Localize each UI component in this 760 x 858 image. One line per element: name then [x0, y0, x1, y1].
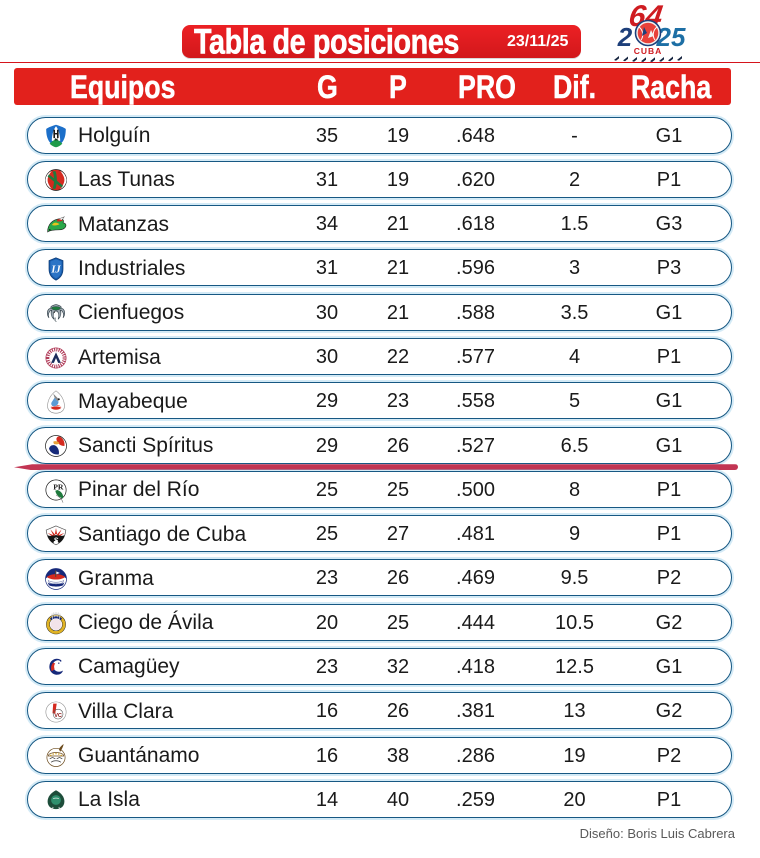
svg-text:CUBA: CUBA — [634, 46, 663, 56]
svg-text:S: S — [54, 537, 59, 544]
svg-text:PR: PR — [53, 483, 64, 492]
svg-text:IJ: IJ — [50, 264, 61, 275]
svg-text:2: 2 — [617, 22, 633, 52]
svg-text:VC: VC — [54, 713, 62, 719]
